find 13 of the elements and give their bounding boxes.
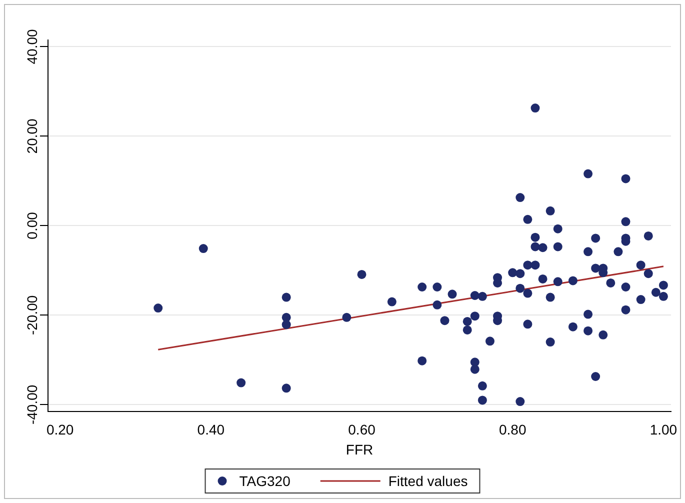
y-tick-label: -20.00 bbox=[24, 295, 40, 336]
y-tick-label: 0.00 bbox=[24, 212, 40, 240]
legend-label: TAG320 bbox=[239, 472, 291, 489]
y-tick-label: -40.00 bbox=[24, 384, 40, 425]
y-tick-label: 40.00 bbox=[24, 28, 40, 64]
x-tick-label: 0.20 bbox=[46, 422, 74, 438]
x-tick-label: 0.60 bbox=[348, 422, 376, 438]
y-tick-label: 20.00 bbox=[24, 118, 40, 154]
x-axis-title: FFR bbox=[346, 441, 374, 458]
legend-label: Fitted values bbox=[388, 472, 468, 489]
x-tick-label: 0.80 bbox=[498, 422, 526, 438]
x-tick-label: 0.40 bbox=[197, 422, 225, 438]
x-tick-label: 1.00 bbox=[650, 422, 678, 438]
